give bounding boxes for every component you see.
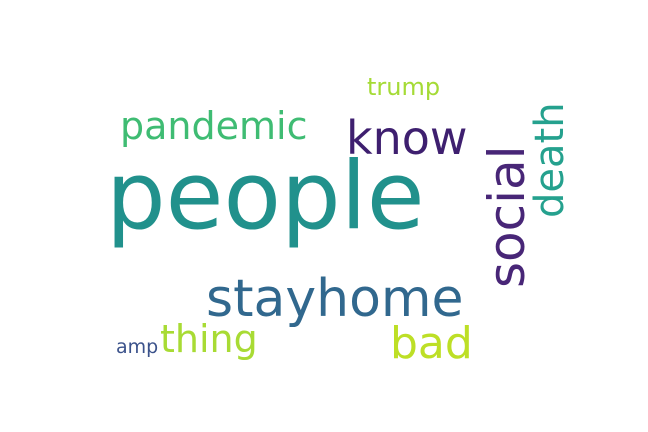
word-amp: amp	[116, 336, 159, 358]
word-people: people	[106, 142, 425, 251]
word-death: death	[527, 102, 573, 218]
word-social: social	[478, 145, 536, 288]
word-bad: bad	[390, 318, 473, 369]
word-know: know	[346, 111, 468, 165]
word-pandemic: pandemic	[120, 104, 308, 148]
word-stayhome: stayhome	[206, 269, 464, 329]
word-thing: thing	[160, 317, 258, 361]
word-trump: trump	[367, 73, 441, 101]
